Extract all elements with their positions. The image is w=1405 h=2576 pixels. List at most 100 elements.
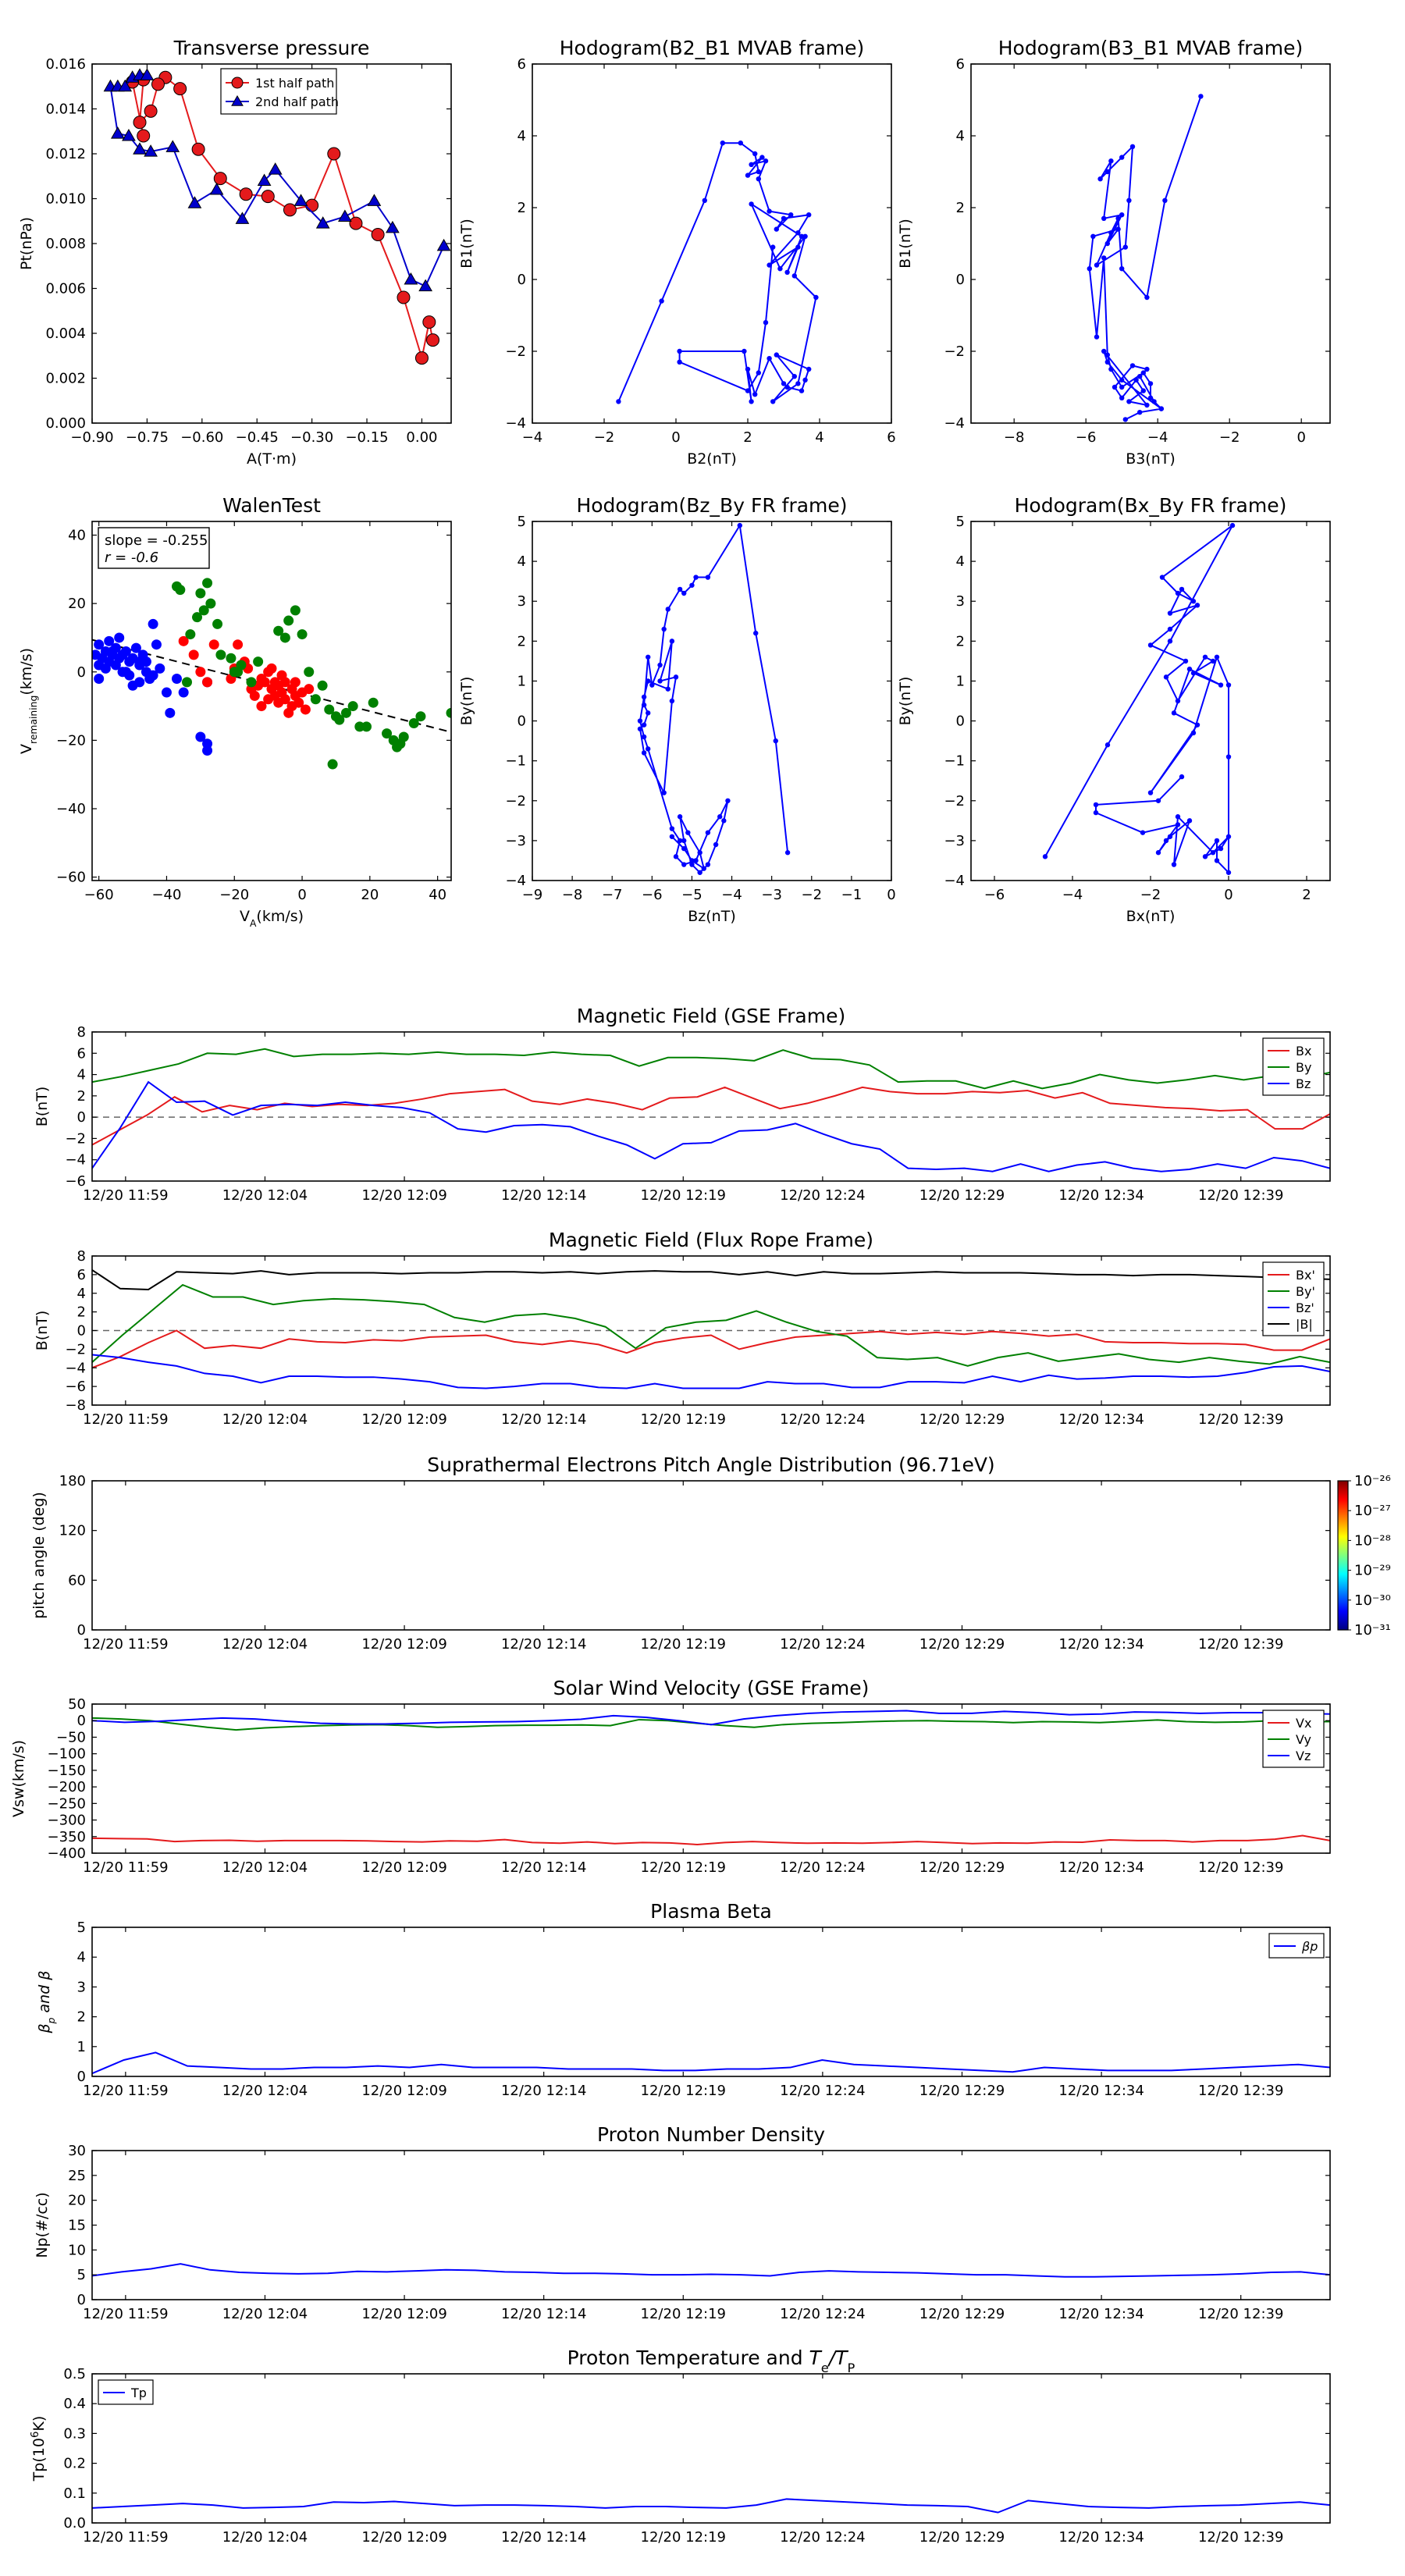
data-point bbox=[641, 702, 647, 708]
axes-frame bbox=[91, 1480, 1331, 1631]
y-axis-label: B1(nT) bbox=[897, 219, 914, 269]
x-tick-label: −0.60 bbox=[180, 429, 223, 446]
y-tick-label: −400 bbox=[48, 1845, 86, 1862]
data-point bbox=[347, 701, 358, 712]
data-point bbox=[1214, 654, 1220, 660]
chart-tp: −0.90 −0.75 −0.60 −0.45 −0.30 −0.15 0.00 0.000 0… bbox=[18, 37, 452, 468]
data-point bbox=[133, 116, 147, 130]
data-point bbox=[367, 194, 382, 206]
x-tick-label: 6 bbox=[887, 429, 895, 446]
y-tick-label: 6 bbox=[77, 1045, 86, 1062]
data-point bbox=[1087, 266, 1093, 272]
axes-frame bbox=[91, 1703, 1331, 1854]
chart-title: Magnetic Field (Flux Rope Frame) bbox=[549, 1229, 873, 1251]
x-tick-label: 12/20 12:14 bbox=[501, 2083, 586, 2099]
x-tick-label: 12/20 12:19 bbox=[641, 2083, 726, 2099]
y-tick-label: −4 bbox=[65, 1360, 86, 1376]
data-point bbox=[212, 618, 223, 629]
data-point bbox=[334, 714, 345, 725]
data-point bbox=[693, 575, 699, 580]
y-tick-label: −150 bbox=[48, 1763, 86, 1779]
data-point bbox=[697, 850, 702, 856]
series-line bbox=[92, 1834, 1330, 1845]
data-point bbox=[1140, 370, 1147, 375]
data-point bbox=[781, 215, 787, 221]
data-point bbox=[802, 377, 808, 382]
y-tick-label: −2 bbox=[505, 793, 526, 809]
y-tick-label: −4 bbox=[944, 415, 965, 432]
legend-label: Vz bbox=[1296, 1749, 1311, 1763]
data-point bbox=[171, 674, 182, 685]
y-tick-label: 2 bbox=[77, 1304, 86, 1321]
legend-label: Bz' bbox=[1296, 1300, 1314, 1315]
data-point bbox=[182, 677, 193, 688]
data-point bbox=[749, 399, 754, 404]
data-point bbox=[1108, 366, 1114, 372]
x-tick-label: −8 bbox=[562, 887, 583, 903]
data-point bbox=[213, 172, 227, 186]
y-tick-label: 6 bbox=[518, 56, 526, 73]
x-tick-label: 12/20 12:04 bbox=[222, 2529, 308, 2546]
legend-label: 1st half path bbox=[255, 76, 334, 91]
x-tick-label: 12/20 11:59 bbox=[83, 2306, 168, 2322]
data-point bbox=[195, 667, 206, 678]
x-tick-label: 12/20 12:19 bbox=[641, 1187, 726, 1204]
data-point bbox=[122, 128, 136, 141]
data-point bbox=[273, 625, 284, 636]
axes-frame bbox=[91, 1927, 1331, 2077]
y-tick-label: −60 bbox=[56, 870, 86, 886]
data-point bbox=[637, 718, 643, 724]
data-point bbox=[155, 663, 165, 674]
y-tick-label: 120 bbox=[59, 1523, 86, 1539]
x-tick-label: 12/20 12:04 bbox=[222, 1636, 308, 1653]
data-point bbox=[1225, 754, 1232, 760]
y-tick-label: 0.008 bbox=[45, 236, 86, 252]
data-point bbox=[641, 722, 647, 728]
x-tick-label: 12/20 12:14 bbox=[501, 2529, 586, 2546]
data-point bbox=[661, 626, 667, 632]
data-point bbox=[1175, 698, 1181, 704]
x-tick-label: 12/20 12:19 bbox=[641, 1411, 726, 1428]
x-axis-label: Bx(nT) bbox=[1126, 908, 1176, 925]
data-point bbox=[1175, 822, 1181, 827]
data-point bbox=[1101, 215, 1107, 221]
data-point bbox=[1155, 798, 1161, 803]
data-point bbox=[1101, 348, 1107, 354]
x-tick-label: −6 bbox=[984, 887, 1005, 903]
y-tick-label: 1 bbox=[77, 2039, 86, 2055]
colorbar-tick-label: 10⁻²⁶ bbox=[1354, 1473, 1391, 1489]
data-point bbox=[763, 158, 769, 164]
data-point bbox=[178, 635, 189, 646]
x-tick-label: 12/20 12:09 bbox=[361, 1187, 446, 1204]
y-tick-label: 6 bbox=[956, 56, 965, 73]
y-tick-label: −20 bbox=[56, 732, 86, 749]
data-point bbox=[745, 366, 751, 372]
data-point bbox=[268, 162, 283, 175]
y-tick-label: 0.012 bbox=[45, 146, 86, 162]
x-tick-label: 12/20 12:04 bbox=[222, 2306, 308, 2322]
x-tick-label: 12/20 12:29 bbox=[919, 1859, 1005, 1876]
data-point bbox=[1115, 226, 1121, 232]
y-tick-label: 0.2 bbox=[63, 2456, 86, 2472]
data-point bbox=[1133, 377, 1139, 382]
data-point bbox=[178, 687, 189, 698]
data-point bbox=[1162, 197, 1168, 203]
y-tick-label: 25 bbox=[68, 2168, 86, 2184]
y-tick-label: −4 bbox=[505, 415, 526, 432]
axes-frame bbox=[532, 63, 892, 424]
data-point bbox=[266, 663, 277, 674]
annotation-box bbox=[98, 527, 210, 569]
data-point bbox=[1210, 658, 1216, 664]
data-point bbox=[418, 279, 433, 292]
data-point bbox=[1194, 722, 1200, 728]
data-point bbox=[1094, 262, 1100, 268]
series-line bbox=[1044, 525, 1233, 875]
data-point bbox=[752, 151, 758, 157]
x-tick-label: 12/20 12:19 bbox=[641, 2529, 726, 2546]
x-tick-label: 12/20 11:59 bbox=[83, 1636, 168, 1653]
data-point bbox=[795, 230, 801, 236]
x-tick-label: 12/20 11:59 bbox=[83, 1859, 168, 1876]
x-tick-label: −8 bbox=[1004, 429, 1025, 446]
data-point bbox=[752, 392, 758, 397]
data-point bbox=[107, 646, 118, 656]
